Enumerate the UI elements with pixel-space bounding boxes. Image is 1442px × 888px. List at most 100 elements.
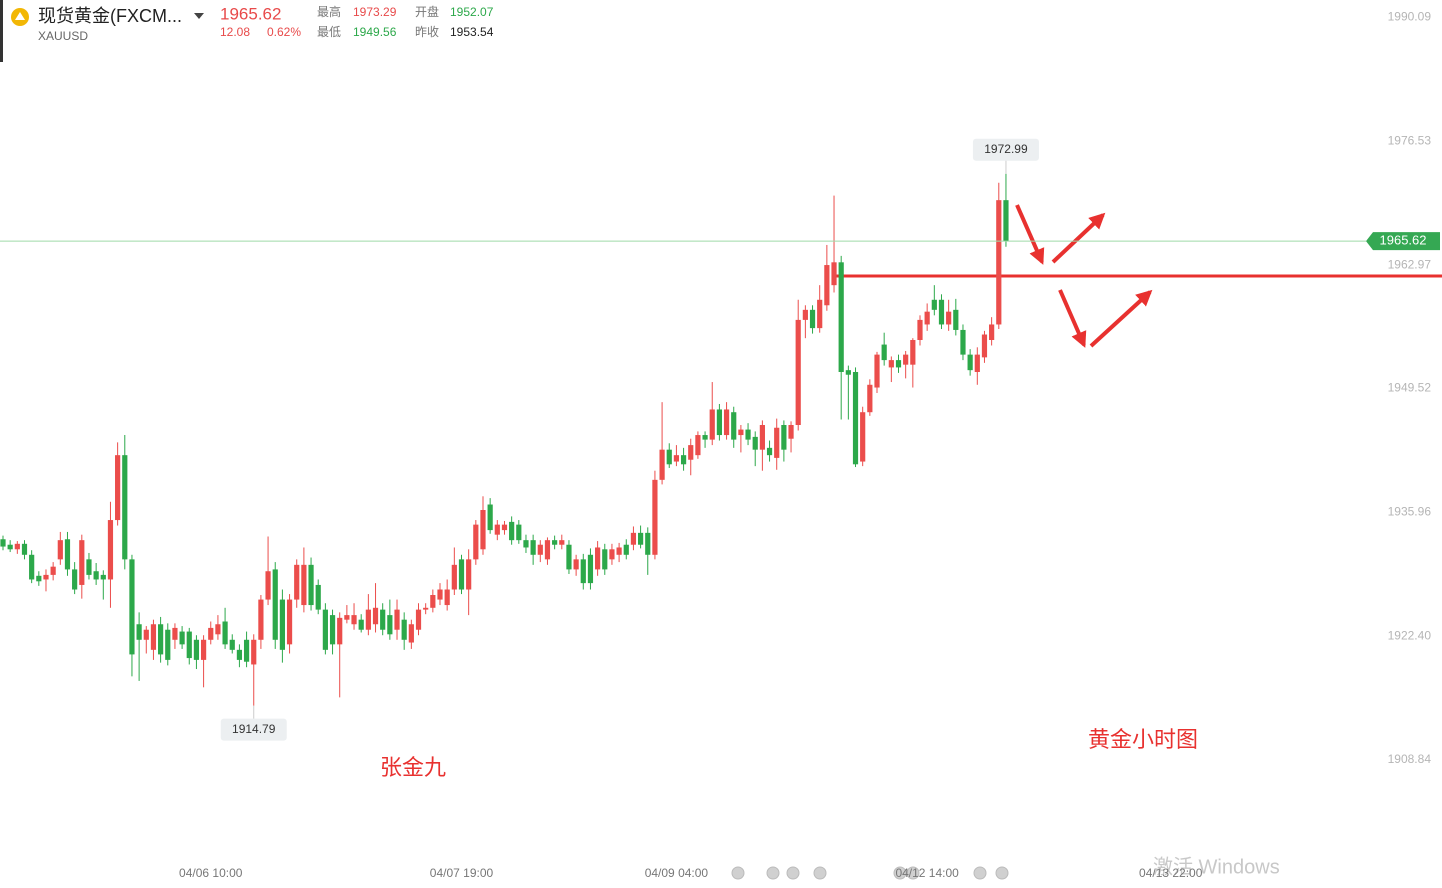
candle-body: [831, 262, 837, 286]
candle-body: [759, 425, 765, 450]
edge-bar: [0, 0, 3, 62]
candle-body: [637, 532, 644, 545]
candle-body: [702, 435, 708, 440]
candle-body: [401, 619, 407, 640]
x-tick-label: 04/13 22:00: [1139, 866, 1203, 880]
candle-body: [652, 479, 658, 555]
candle-body: [57, 540, 63, 560]
candle-body: [645, 532, 651, 555]
candle-body: [86, 559, 92, 575]
candle-body: [458, 559, 465, 590]
drawn-arrows: [1015, 204, 1153, 348]
candle-body: [960, 329, 966, 355]
candle-body: [996, 200, 1002, 325]
y-tick-label: 1908.84: [1388, 752, 1432, 766]
candle-body: [480, 510, 486, 550]
extreme-label: 1914.79: [232, 722, 276, 736]
candle-body: [351, 615, 357, 625]
candle-body: [179, 631, 185, 645]
candle-body: [931, 299, 937, 310]
candle-body: [738, 429, 744, 436]
callout-box: [972, 138, 1039, 161]
event-dot[interactable]: [893, 866, 907, 880]
stat-value: 1949.56: [353, 25, 397, 39]
instrument-name[interactable]: 现货黄金(FXCM...: [38, 6, 182, 26]
candle-body: [938, 299, 945, 325]
candle-body: [852, 371, 859, 465]
y-tick-label: 1990.09: [1388, 10, 1432, 24]
event-dot[interactable]: [813, 866, 827, 880]
annotation: 黄金小时图: [1088, 727, 1198, 752]
candle-body: [967, 354, 973, 371]
candle-body: [387, 615, 393, 635]
candle-body: [602, 549, 608, 570]
candle-body: [817, 299, 823, 329]
logo-mark: [15, 12, 25, 20]
candle-body: [881, 344, 887, 361]
candle-body: [415, 609, 422, 630]
candle-body: [688, 445, 694, 460]
candle-body: [530, 540, 536, 555]
arrow: [1089, 289, 1153, 348]
candle-body: [917, 319, 923, 340]
candle-body: [423, 607, 429, 610]
event-dots[interactable]: [731, 866, 1009, 880]
candle-body: [709, 409, 715, 440]
change: 12.08: [220, 25, 250, 39]
stat-value: 1952.07: [450, 5, 494, 19]
candle-body: [358, 619, 364, 630]
event-dot[interactable]: [995, 866, 1009, 880]
candle-body: [745, 429, 751, 440]
candle-body: [666, 449, 672, 465]
price: 1965.62: [220, 4, 281, 23]
event-dot[interactable]: [906, 866, 920, 880]
event-dot[interactable]: [731, 866, 745, 880]
candle-body: [630, 532, 637, 545]
candle-body: [910, 340, 916, 365]
stat-label: 开盘: [415, 4, 439, 19]
candle-body: [989, 324, 995, 340]
candle-body: [79, 540, 85, 585]
candle-body: [874, 354, 880, 388]
dropdown[interactable]: [194, 13, 204, 19]
candle-body: [294, 564, 300, 600]
candle-body: [487, 504, 493, 531]
candle-body: [122, 455, 128, 560]
candle-body: [430, 595, 436, 608]
event-dot[interactable]: [786, 866, 800, 880]
candle-body: [809, 309, 816, 329]
candle-body: [208, 627, 214, 640]
candle-body: [14, 543, 20, 550]
candle-body: [286, 599, 293, 645]
candle-body: [158, 624, 164, 655]
candle-body: [587, 554, 594, 584]
candle-body: [365, 609, 371, 630]
candle-body: [129, 559, 135, 655]
candle-body: [609, 549, 615, 560]
event-dot[interactable]: [766, 866, 780, 880]
candle-body: [795, 319, 801, 425]
candle-body: [29, 554, 35, 580]
candle-body: [222, 621, 228, 645]
candle-body: [537, 544, 543, 555]
candle-body: [659, 449, 665, 480]
candle-body: [451, 564, 457, 590]
candle-body: [93, 571, 99, 580]
candle-body: [466, 559, 472, 590]
candle-body: [924, 311, 930, 325]
x-tick-label: 04/09 04:00: [645, 866, 709, 880]
candle-body: [559, 540, 565, 545]
candle-body: [824, 265, 830, 306]
candle-body: [115, 455, 121, 521]
candle-body: [444, 589, 450, 606]
candle-body: [845, 370, 851, 375]
candle-body: [143, 629, 149, 640]
candle-body: [946, 311, 952, 325]
candle-body: [337, 617, 343, 645]
candle-body: [974, 354, 980, 372]
event-dot[interactable]: [973, 866, 987, 880]
x-tick-label: 04/12 14:00: [895, 866, 959, 880]
candle-body: [573, 559, 579, 570]
